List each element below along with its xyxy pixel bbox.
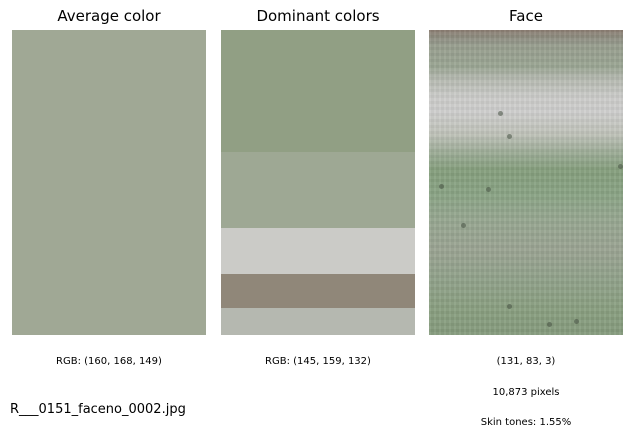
face-image	[429, 30, 623, 335]
face-speck	[498, 111, 503, 116]
average-color-swatch	[12, 30, 206, 335]
face-color-tuple: (131, 83, 3)	[496, 356, 556, 367]
face-skin-tones: Skin tones: 1.55%	[480, 417, 572, 428]
image-filename: R___0151_faceno_0002.jpg	[10, 402, 186, 417]
face-speck	[507, 304, 512, 309]
face-speck	[507, 134, 512, 139]
face-speck	[461, 223, 466, 228]
dominant-colors-title: Dominant colors	[256, 7, 380, 25]
dominant-color-band	[221, 152, 415, 229]
face-speck	[574, 319, 579, 324]
face-pixel-count: 10,873 pixels	[492, 387, 560, 398]
dominant-color-band	[221, 274, 415, 308]
face-speck	[439, 184, 444, 189]
dominant-color-band	[221, 30, 415, 152]
face-speck	[486, 187, 491, 192]
average-color-title: Average color	[57, 7, 161, 25]
average-color-rgb: RGB: (160, 168, 149)	[56, 356, 162, 367]
dominant-color-rgb: RGB: (145, 159, 132)	[265, 356, 371, 367]
dominant-color-band	[221, 307, 415, 335]
dominant-color-band	[221, 228, 415, 274]
face-title: Face	[509, 7, 543, 25]
face-image-texture	[429, 30, 623, 335]
face-image-gradient	[429, 30, 623, 335]
face-speck	[618, 164, 623, 169]
face-speck	[547, 322, 552, 327]
dominant-colors-swatch	[221, 30, 415, 335]
